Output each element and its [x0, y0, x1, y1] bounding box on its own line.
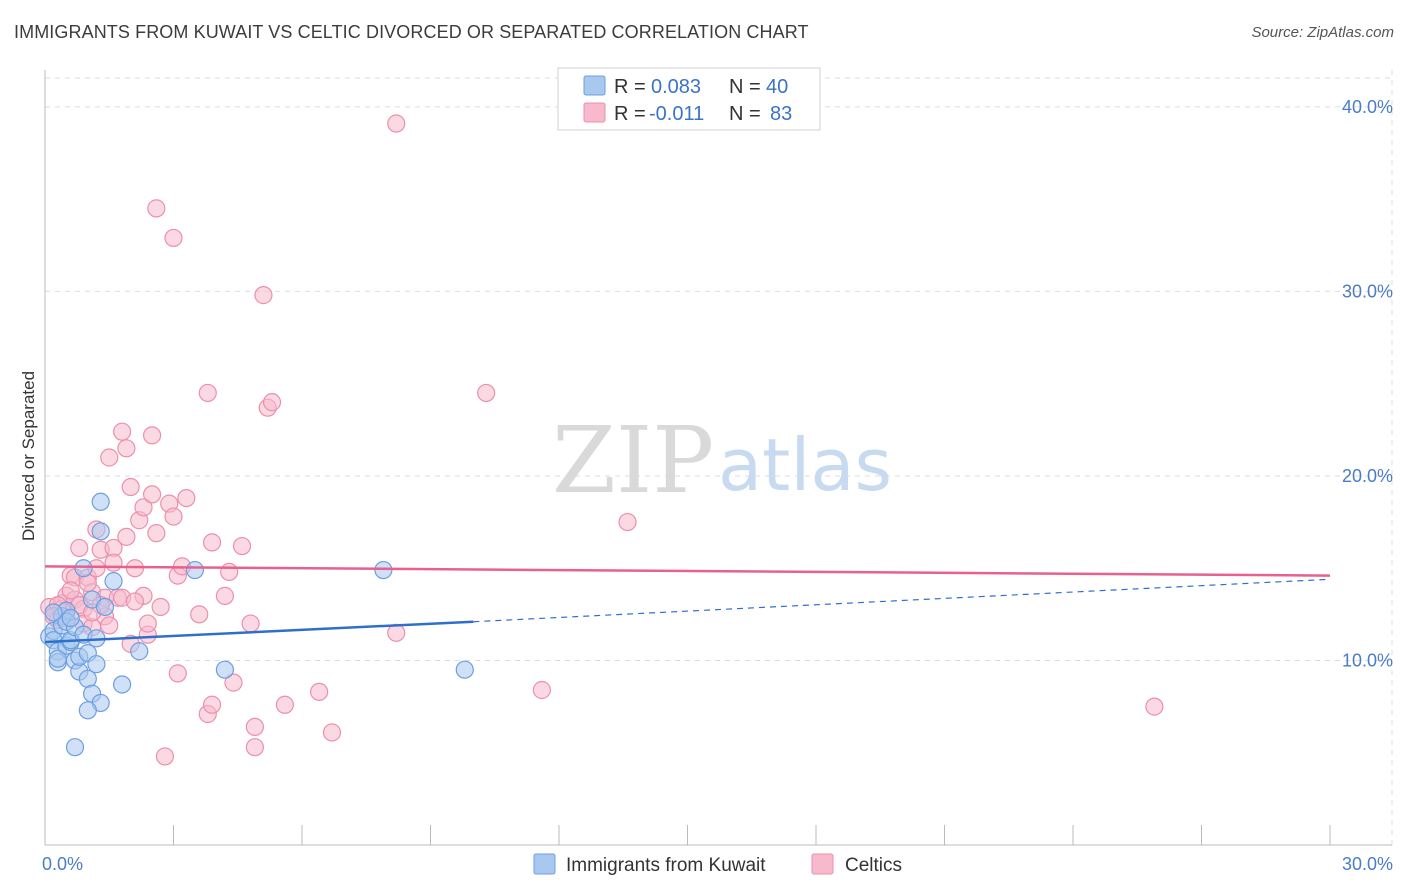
celtics-point-72 — [618, 512, 637, 532]
watermark-zip: ZIP — [552, 407, 714, 514]
kuwait-point-35 — [455, 660, 474, 679]
legend-swatch-celtics — [583, 102, 606, 123]
correlation-legend: R = 0.083 N = 40 R = -0.011 N = 83 — [557, 67, 821, 131]
chart-title: IMMIGRANTS FROM KUWAIT VS CELTIC DIVORCE… — [14, 22, 809, 42]
celtics-point-65 — [275, 695, 294, 714]
kuwait-trend-extension — [473, 578, 1331, 623]
celtics-point-33 — [134, 498, 153, 517]
celtics-point-42 — [155, 747, 175, 766]
x-tick-label-1: 30.0% — [1342, 854, 1393, 874]
kuwait-point-28 — [95, 597, 115, 617]
celtics-point-51 — [198, 383, 217, 403]
celtics-point-70 — [477, 383, 496, 403]
legend-n-value-celtics: 83 — [770, 103, 792, 125]
celtics-point-75 — [61, 581, 80, 600]
watermark: ZIP atlas — [552, 407, 892, 514]
series-legend-swatch-kuwait — [533, 853, 556, 875]
celtics-point-57 — [224, 673, 243, 692]
celtics-point-28 — [117, 527, 136, 546]
celtics-point-49 — [177, 488, 196, 508]
tick-labels: 10.0% 20.0% 30.0% 40.0% 0.0% 30.0% — [42, 97, 1393, 874]
legend-r-value-celtics: -0.011 — [649, 103, 704, 125]
legend-n-label-kuwait: N = — [729, 76, 761, 98]
kuwait-point-38 — [44, 603, 63, 622]
celtics-point-38 — [142, 426, 162, 445]
series-legend-swatch-celtics — [811, 853, 834, 875]
y-tick-label-1: 20.0% — [1342, 466, 1393, 486]
kuwait-point-29 — [104, 572, 123, 591]
kuwait-point-32 — [185, 560, 205, 580]
celtics-point-47 — [168, 664, 187, 683]
celtics-point-41 — [151, 597, 170, 617]
kuwait-point-33 — [215, 660, 234, 679]
celtics-point-67 — [322, 723, 342, 742]
kuwait-point-26 — [91, 522, 110, 541]
legend-r-value-kuwait: 0.083 — [651, 76, 701, 98]
celtics-point-44 — [164, 228, 183, 248]
celtics-point-22 — [100, 448, 119, 467]
legend-r-label-celtics: R = — [614, 103, 646, 125]
celtics-point-30 — [121, 477, 140, 497]
celtics-point-59 — [241, 614, 260, 633]
legend-swatch-kuwait — [583, 75, 606, 96]
celtics-point-39 — [147, 199, 166, 218]
kuwait-point-27 — [91, 492, 110, 511]
celtics-point-60 — [245, 738, 264, 757]
celtics-point-53 — [202, 695, 222, 714]
celtics-point-64 — [262, 393, 282, 412]
legend-n-label-celtics: N = — [729, 103, 761, 125]
celtics-point-54 — [202, 533, 222, 552]
kuwait-point-31 — [130, 642, 149, 661]
celtics-trend-line — [44, 565, 1331, 577]
kuwait-points — [40, 492, 474, 757]
axes-layer — [44, 70, 1392, 846]
source-credit: Source: ZipAtlas.com — [1251, 24, 1394, 41]
celtics-point-21 — [100, 616, 119, 635]
celtics-point-79 — [125, 592, 145, 611]
celtics-point-37 — [142, 485, 162, 504]
celtics-point-27 — [117, 439, 136, 458]
legend-n-value-kuwait: 40 — [766, 76, 788, 98]
celtics-point-25 — [112, 422, 132, 441]
series-legend-label-celtics: Celtics — [845, 855, 902, 876]
celtics-point-10 — [70, 538, 89, 558]
x-tick-label-0: 0.0% — [42, 854, 83, 874]
y-axis-label: Divorced or Separated — [19, 371, 38, 541]
kuwait-point-18 — [74, 559, 93, 578]
celtics-point-45 — [164, 507, 183, 526]
kuwait-point-37 — [78, 701, 97, 720]
celtics-point-66 — [310, 682, 329, 701]
celtics-point-61 — [245, 717, 264, 737]
celtics-point-56 — [220, 562, 239, 582]
celtics-point-50 — [190, 605, 209, 624]
celtics-point-71 — [532, 680, 551, 700]
celtics-point-55 — [215, 586, 234, 605]
y-tick-label-0: 10.0% — [1342, 650, 1393, 670]
celtics-point-73 — [1145, 697, 1164, 716]
trend-lines — [44, 565, 1331, 644]
celtics-point-78 — [104, 553, 123, 572]
kuwait-trend-line — [44, 620, 474, 644]
y-tick-label-3: 40.0% — [1342, 97, 1393, 117]
celtics-point-69 — [387, 114, 406, 133]
series-legend: Immigrants from Kuwait Celtics — [533, 853, 902, 876]
kuwait-point-39 — [61, 608, 80, 628]
kuwait-point-36 — [65, 738, 85, 757]
legend-r-label-kuwait: R = — [614, 76, 646, 98]
celtics-point-62 — [254, 286, 273, 305]
series-legend-label-kuwait: Immigrants from Kuwait — [566, 855, 766, 876]
kuwait-point-30 — [112, 675, 132, 694]
celtics-point-58 — [232, 536, 252, 556]
celtics-point-40 — [147, 524, 166, 543]
y-tick-label-2: 30.0% — [1342, 281, 1393, 301]
watermark-atlas: atlas — [718, 423, 892, 507]
kuwait-point-24 — [87, 655, 106, 674]
celtics-point-36 — [138, 614, 157, 633]
